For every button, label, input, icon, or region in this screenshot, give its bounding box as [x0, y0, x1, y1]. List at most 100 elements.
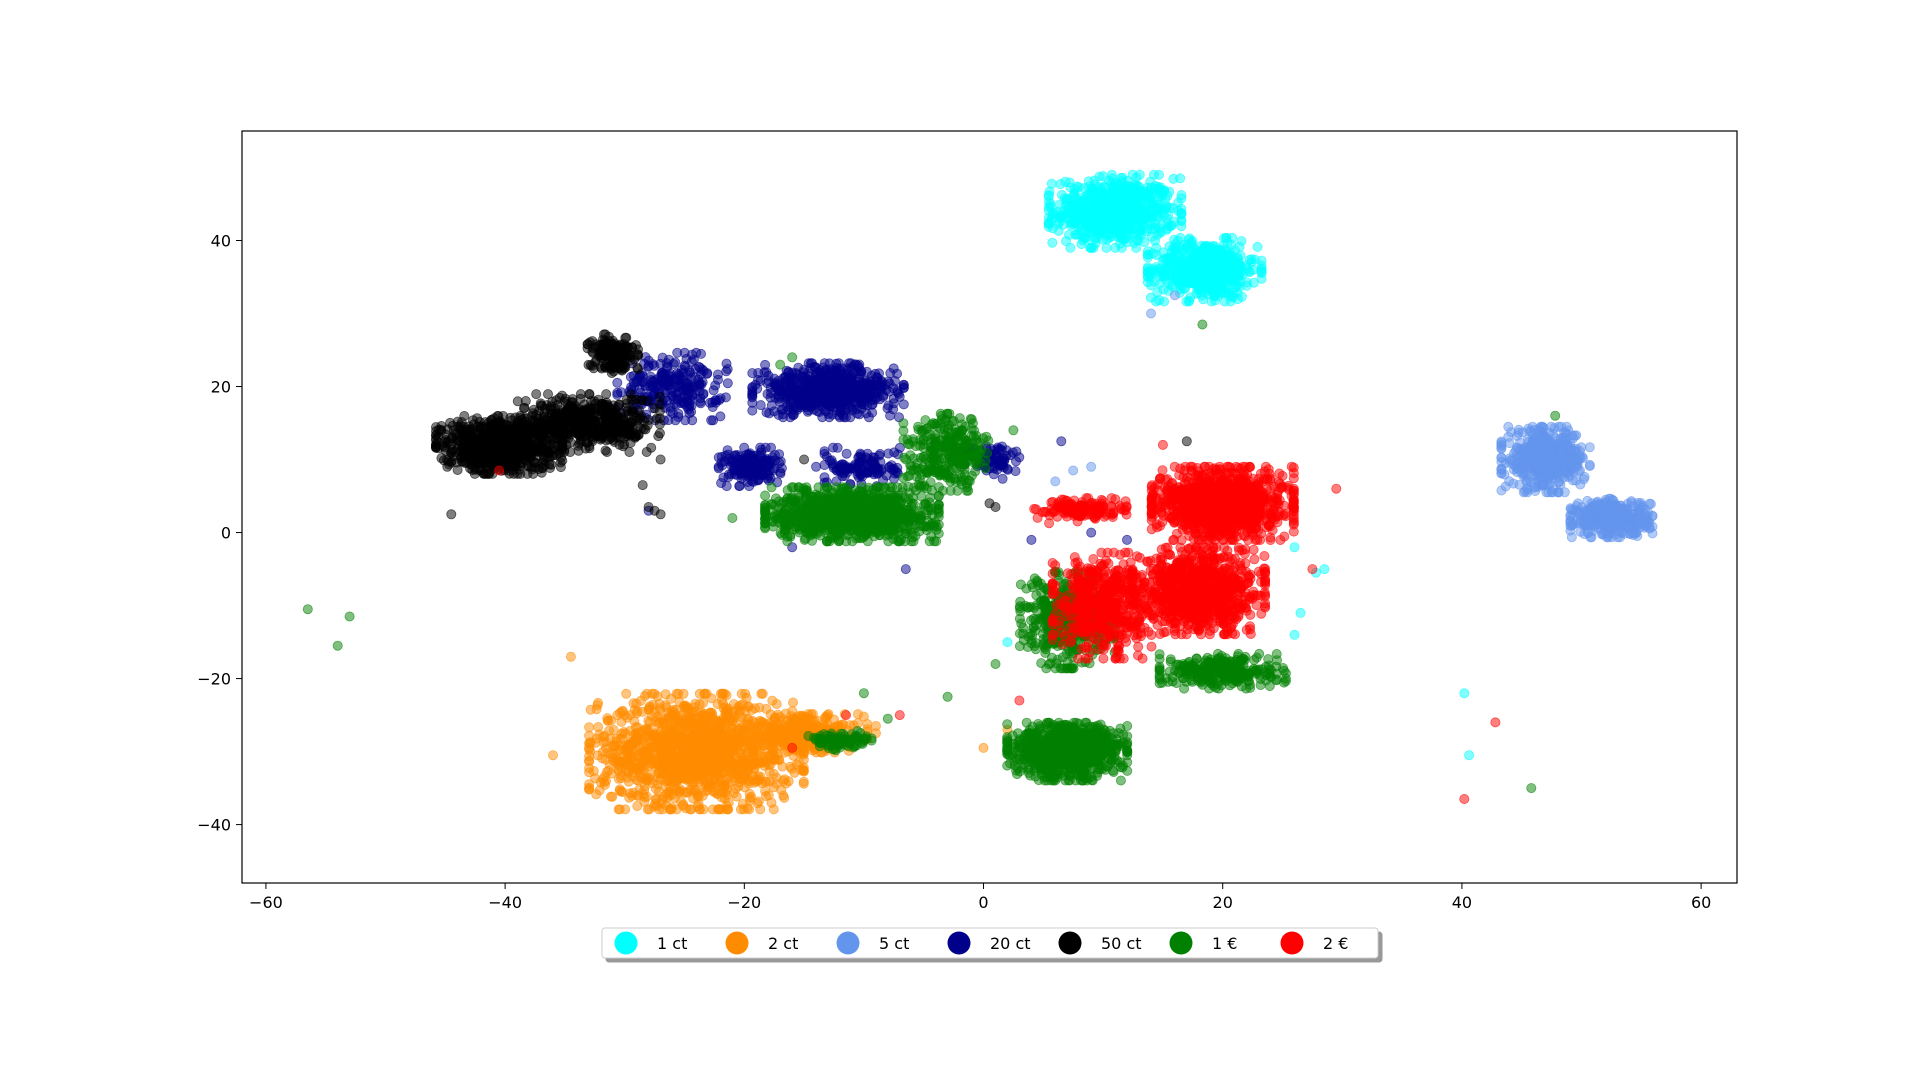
data-point	[746, 705, 757, 716]
data-point	[682, 702, 693, 713]
data-point	[676, 773, 687, 784]
data-point	[776, 404, 787, 415]
data-point	[709, 757, 720, 768]
data-point	[754, 715, 765, 726]
data-point	[679, 347, 690, 358]
data-point	[1574, 509, 1585, 520]
data-point	[616, 786, 627, 797]
data-point	[648, 801, 659, 812]
data-point	[1235, 250, 1246, 261]
data-point	[847, 404, 858, 415]
data-point	[1120, 207, 1131, 218]
data-point	[1604, 501, 1615, 512]
data-point	[1162, 223, 1173, 234]
data-point	[656, 370, 667, 381]
data-point	[715, 393, 726, 404]
data-point	[692, 732, 703, 743]
data-point	[821, 451, 832, 462]
data-point	[1062, 195, 1073, 206]
data-point	[1049, 207, 1060, 218]
data-point	[1236, 235, 1247, 246]
data-point	[713, 463, 724, 474]
data-point	[700, 737, 711, 748]
data-point	[608, 752, 619, 763]
data-point	[842, 364, 853, 375]
data-point	[1043, 196, 1054, 207]
data-point	[1529, 458, 1540, 469]
data-point	[1075, 223, 1086, 234]
data-point	[710, 786, 721, 797]
data-point	[788, 697, 799, 708]
data-point	[1187, 242, 1198, 253]
data-point	[843, 462, 854, 473]
data-point	[721, 774, 732, 785]
data-point	[625, 371, 636, 382]
data-point	[997, 473, 1008, 484]
data-point	[706, 693, 717, 704]
data-point	[1110, 189, 1121, 200]
data-point	[806, 400, 817, 411]
data-point	[736, 758, 747, 769]
data-point	[1496, 452, 1507, 463]
data-point	[1584, 459, 1595, 470]
data-point	[675, 796, 686, 807]
data-point	[1295, 607, 1306, 618]
data-point	[1151, 296, 1162, 307]
data-point	[634, 784, 645, 795]
data-point	[714, 804, 725, 815]
data-point	[665, 804, 676, 815]
data-point	[793, 385, 804, 396]
data-point	[1146, 308, 1157, 319]
data-point	[821, 379, 832, 390]
data-point	[1068, 215, 1079, 226]
data-point	[741, 692, 752, 703]
data-point	[1195, 276, 1206, 287]
data-point	[1076, 207, 1087, 218]
data-point	[1152, 203, 1163, 214]
data-point	[1104, 229, 1115, 240]
data-point	[1212, 280, 1223, 291]
data-point	[1464, 750, 1475, 761]
data-point	[799, 372, 810, 383]
data-point	[765, 709, 776, 720]
data-point	[617, 706, 628, 717]
data-point	[1158, 284, 1169, 295]
data-point	[775, 730, 786, 741]
data-point	[740, 769, 751, 780]
data-point	[1086, 461, 1097, 472]
data-point	[757, 470, 768, 481]
data-point	[1046, 178, 1057, 189]
data-point	[612, 377, 623, 388]
data-point	[653, 766, 664, 777]
data-point	[1090, 201, 1101, 212]
data-point	[598, 737, 609, 748]
data-point	[762, 378, 773, 389]
series-1	[548, 651, 1013, 815]
data-point	[885, 410, 896, 421]
data-point	[779, 792, 790, 803]
data-point	[727, 732, 738, 743]
data-point	[694, 804, 705, 815]
data-point	[774, 457, 785, 468]
data-point	[1459, 688, 1470, 699]
data-point	[978, 742, 989, 753]
data-point	[695, 398, 706, 409]
data-point	[1163, 210, 1174, 221]
data-point	[640, 746, 651, 757]
data-point	[690, 784, 701, 795]
data-point	[1061, 236, 1072, 247]
data-point	[1234, 270, 1245, 281]
data-point	[633, 765, 644, 776]
data-point	[584, 779, 595, 790]
data-point	[778, 740, 789, 751]
data-point	[1522, 476, 1533, 487]
data-point	[855, 368, 866, 379]
data-point	[1556, 433, 1567, 444]
data-point	[1123, 190, 1134, 201]
data-point	[687, 415, 698, 426]
data-point	[715, 734, 726, 745]
data-point	[705, 707, 716, 718]
data-point	[1553, 466, 1564, 477]
data-point	[1252, 241, 1263, 252]
